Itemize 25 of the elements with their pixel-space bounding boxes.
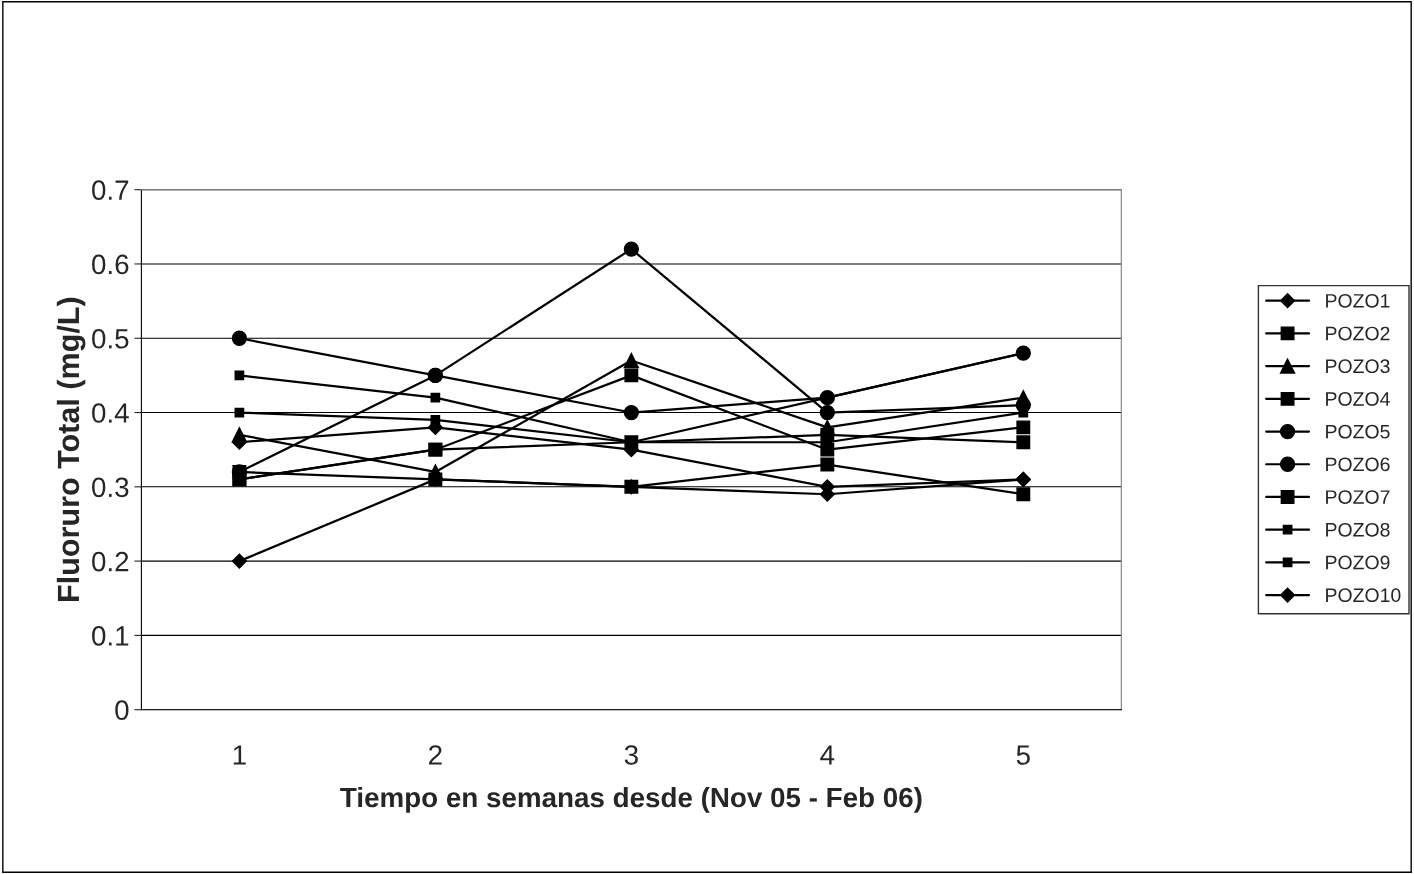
legend-label: POZO10 [1326,588,1401,603]
x-tick-label: 1 [233,745,246,765]
x-tick-label: 4 [820,745,835,765]
y-tick-label: 0.1 [92,626,129,646]
y-tick-label: 0 [115,700,129,721]
x-tick-label: 5 [1016,745,1030,765]
y-tick-label: 0.3 [92,477,129,498]
legend-label: POZO6 [1326,457,1390,472]
x-tick-label: 3 [624,745,638,765]
legend-label: POZO4 [1326,392,1390,406]
legend-label: POZO7 [1326,490,1390,504]
legend-label: POZO9 [1326,555,1390,570]
y-tick-label: 0.2 [92,551,129,572]
y-tick-label: 0.4 [92,403,129,423]
x-axis-title: Tiempo en semanas desde (Nov 05 - Feb 06) [340,786,922,813]
y-axis-title: Fluoruro Total (mg/L) [56,297,86,601]
legend-label: POZO8 [1326,522,1390,537]
legend-label: POZO3 [1326,359,1390,374]
legend-label: POZO2 [1326,326,1390,341]
legend-label: POZO1 [1326,293,1390,308]
y-tick-label: 0.5 [92,328,129,349]
y-tick-label: 0.6 [92,254,129,275]
legend-label: POZO5 [1326,424,1390,439]
y-tick-label: 0.7 [92,180,129,200]
x-tick-label: 2 [429,745,442,765]
